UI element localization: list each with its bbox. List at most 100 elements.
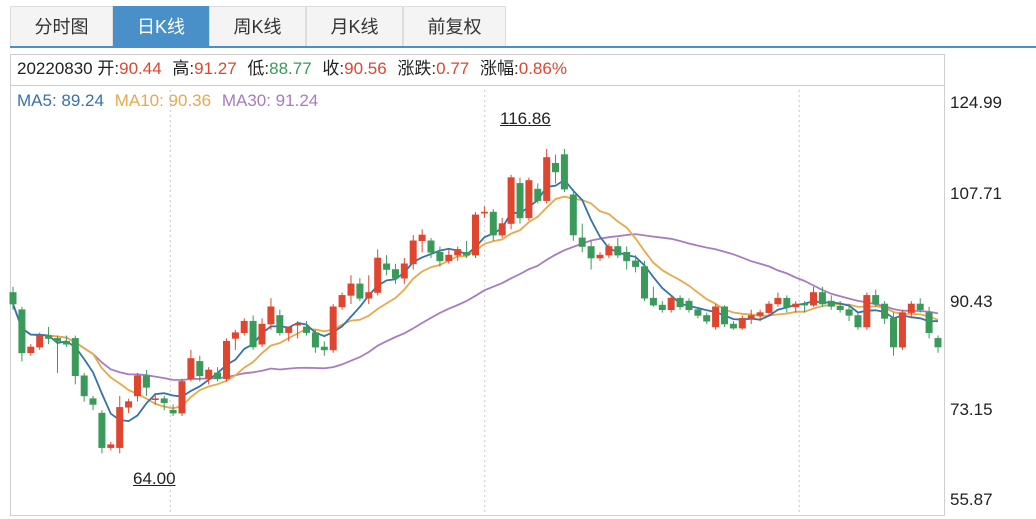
ma5-legend: MA5: 89.24	[17, 91, 104, 110]
tab-weekly-k[interactable]: 周K线	[209, 6, 306, 46]
candle-body	[27, 346, 35, 353]
candle-body	[783, 297, 791, 308]
candle-body	[356, 283, 364, 299]
candle-body	[587, 246, 595, 259]
info-pct-label: 涨幅:	[480, 59, 519, 78]
chart-frame	[10, 54, 945, 516]
candle-body	[400, 263, 408, 279]
candle-body	[792, 303, 800, 308]
candle-body	[516, 183, 524, 219]
candle-body	[863, 295, 871, 328]
info-close-value: 90.56	[344, 59, 387, 78]
candle-body	[845, 309, 853, 316]
min-price-annotation: 64.00	[133, 469, 176, 488]
candle-body	[480, 211, 488, 214]
candle-body	[658, 304, 666, 311]
candle-body	[329, 306, 337, 351]
candle-body	[471, 214, 479, 256]
candle-body	[560, 154, 568, 190]
candle-body	[809, 292, 817, 306]
candle-body	[196, 361, 204, 377]
candle-body	[454, 249, 462, 256]
candle-body	[623, 252, 631, 262]
candle-body	[489, 211, 497, 236]
candle-body	[729, 323, 737, 329]
candle-body	[383, 263, 391, 270]
candle-body	[276, 315, 284, 334]
candle-body	[71, 338, 79, 376]
candle-body	[801, 303, 809, 306]
candle-body	[543, 157, 551, 201]
y-tick-label: 55.87	[950, 490, 993, 509]
candle-body	[151, 398, 159, 401]
candle-body	[178, 381, 186, 414]
info-change-value: 0.77	[436, 59, 470, 78]
candle-body	[907, 303, 915, 313]
candle-body	[551, 163, 559, 173]
ma30-line	[12, 233, 939, 381]
candle-body	[507, 177, 515, 224]
candle-body	[632, 260, 640, 267]
info-open-value: 90.44	[119, 59, 162, 78]
candle-body	[916, 303, 924, 310]
tab-daily-k[interactable]: 日K线	[113, 6, 209, 46]
candle-body	[720, 306, 728, 325]
candle-body	[605, 246, 613, 256]
tab-forward-adjust[interactable]: 前复权	[403, 6, 506, 46]
candle-body	[578, 237, 586, 247]
ma30-legend: MA30: 91.24	[221, 91, 319, 110]
candle-body	[889, 317, 897, 348]
candle-body	[445, 254, 453, 262]
candle-body	[818, 292, 826, 305]
info-date: 20220830	[17, 59, 93, 78]
max-price-annotation: 116.86	[500, 109, 551, 128]
tab-monthly-k[interactable]: 月K线	[306, 6, 403, 46]
candle-body	[302, 326, 310, 333]
candle-body	[925, 312, 933, 334]
candle-body	[436, 252, 444, 262]
candle-body	[187, 358, 195, 379]
candle-body	[258, 323, 266, 345]
candle-body	[338, 295, 346, 308]
tab-intraday[interactable]: 分时图	[10, 6, 113, 46]
candle-body	[98, 412, 106, 448]
candle-body	[62, 340, 70, 345]
candle-body	[525, 180, 533, 219]
candle-body	[45, 335, 53, 339]
candle-body	[391, 269, 399, 279]
candle-body	[703, 315, 711, 322]
candle-body	[223, 340, 231, 379]
candle-body	[374, 257, 382, 293]
ohlc-info-row: 20220830 开:90.44 高:91.27 低:88.77 收:90.56…	[10, 54, 945, 86]
candle-body	[640, 266, 648, 299]
candle-body	[534, 188, 542, 201]
candle-body	[934, 338, 942, 348]
candle-body	[498, 223, 506, 236]
period-tabbar: 分时图 日K线 周K线 月K线 前复权	[10, 6, 1036, 48]
y-tick-label: 73.15	[950, 400, 993, 419]
candle-body	[614, 246, 622, 256]
candle-body	[285, 326, 293, 333]
candle-body	[765, 303, 773, 313]
candle-body	[294, 323, 302, 326]
candle-body	[125, 401, 133, 408]
candle-body	[569, 194, 577, 236]
candle-body	[881, 303, 889, 319]
info-close-label: 收:	[322, 59, 345, 78]
candle-body	[53, 338, 61, 342]
candle-body	[756, 312, 764, 316]
candle-body	[9, 292, 17, 305]
candle-body	[365, 292, 373, 299]
candle-body	[667, 297, 675, 311]
candle-body	[854, 315, 862, 328]
candle-body	[712, 306, 720, 328]
candle-body	[463, 252, 471, 256]
candle-body	[347, 283, 355, 296]
candle-body	[116, 407, 124, 448]
candle-body	[418, 234, 426, 241]
candle-body	[685, 300, 693, 311]
candle-body	[231, 332, 239, 339]
candle-body	[18, 309, 26, 354]
candle-body	[311, 332, 319, 348]
ma-legend: MA5: 89.24 MA10: 90.36 MA30: 91.24	[17, 88, 324, 114]
